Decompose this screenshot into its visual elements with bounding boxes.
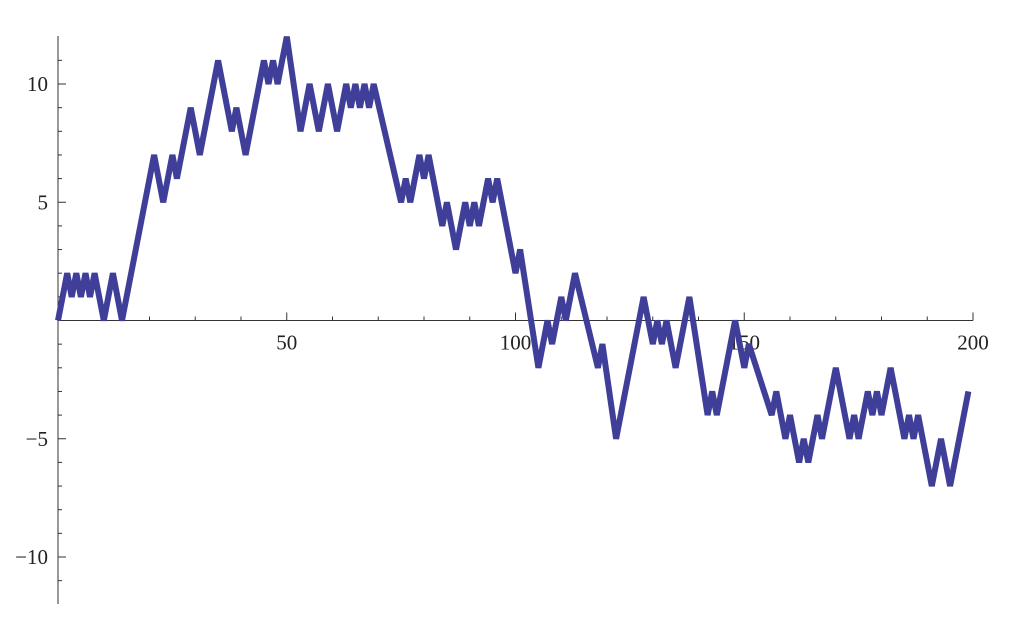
y-tick-label: −5 bbox=[26, 427, 48, 451]
x-tick-label: 50 bbox=[276, 331, 297, 355]
minor-ticks bbox=[58, 59, 928, 582]
x-tick-label: 200 bbox=[957, 331, 989, 355]
x-tick-label: 100 bbox=[500, 331, 532, 355]
y-tick-label: 10 bbox=[27, 72, 48, 96]
series-line bbox=[55, 36, 972, 487]
y-tick-label: −10 bbox=[15, 545, 48, 569]
y-tick-label: 5 bbox=[38, 190, 49, 214]
major-ticks bbox=[58, 83, 974, 558]
series-layer bbox=[55, 36, 972, 487]
